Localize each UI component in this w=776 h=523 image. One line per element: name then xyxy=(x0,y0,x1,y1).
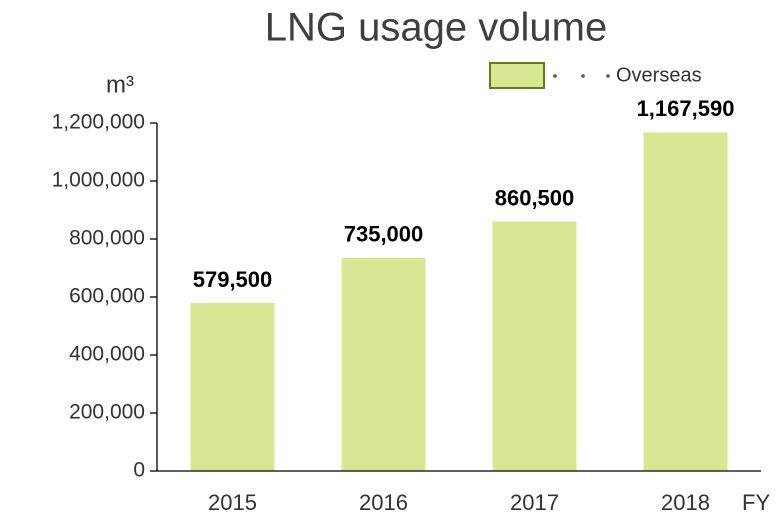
y-tick-label: 200,000 xyxy=(69,401,145,424)
legend-label: Overseas xyxy=(616,64,702,86)
x-tick-label: 2017 xyxy=(510,490,559,515)
data-label: 735,000 xyxy=(344,222,424,247)
legend-dot xyxy=(606,74,610,78)
data-label: 860,500 xyxy=(495,185,575,210)
legend-swatch xyxy=(489,62,545,89)
x-axis-label: FY xyxy=(742,490,770,515)
bar xyxy=(341,257,426,471)
chart-title: LNG usage volume xyxy=(265,6,607,50)
y-tick-label: 1,200,000 xyxy=(52,111,145,134)
data-label: 1,167,590 xyxy=(637,96,735,121)
y-tick-label: 600,000 xyxy=(69,285,145,308)
x-tick-label: 2016 xyxy=(359,490,408,515)
y-tick-label: 400,000 xyxy=(69,343,145,366)
y-tick-label: 1,000,000 xyxy=(52,169,145,192)
legend-dot xyxy=(581,74,585,78)
bar xyxy=(190,302,275,471)
bar xyxy=(643,132,728,471)
x-tick-label: 2018 xyxy=(661,490,710,515)
data-label: 579,500 xyxy=(193,267,273,292)
y-tick-label: 800,000 xyxy=(69,227,145,250)
x-tick-label: 2015 xyxy=(208,490,257,515)
bar xyxy=(492,221,577,471)
legend-dot xyxy=(553,74,557,78)
y-tick-label: 0 xyxy=(133,459,145,482)
y-axis-label: m³ xyxy=(106,71,134,98)
